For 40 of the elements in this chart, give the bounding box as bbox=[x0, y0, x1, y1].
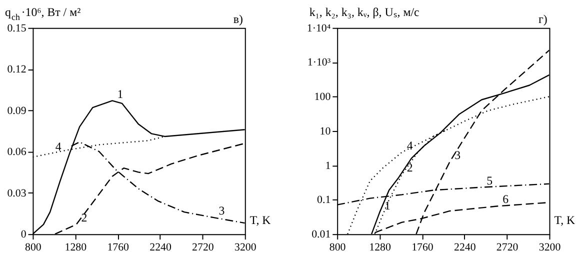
annotation: 2 bbox=[406, 160, 413, 175]
x-tick-label: 2240 bbox=[454, 241, 476, 254]
y-tick-label: 0.09 bbox=[7, 104, 26, 117]
annotation: 3 bbox=[454, 148, 461, 162]
x-tick-label: 1280 bbox=[369, 241, 392, 254]
y-tick-label: 1 bbox=[325, 160, 331, 172]
annotation: 3 bbox=[218, 204, 225, 218]
y-axis-title: k₁, k₂, k₃, kᵥ, β, Uₛ, м/с bbox=[309, 4, 420, 19]
y-tick-label: 0.01 bbox=[312, 228, 331, 241]
x-tick-label: 2240 bbox=[150, 241, 172, 254]
x-axis-title: T, K bbox=[554, 213, 576, 228]
text: г) bbox=[538, 12, 548, 26]
x-tick-label: 800 bbox=[329, 241, 346, 254]
x-tick-label: 3200 bbox=[234, 241, 257, 254]
annotation: 5 bbox=[486, 173, 493, 188]
y-tick-label: 1·10³ bbox=[307, 56, 332, 69]
y-tick-label: 0 bbox=[20, 228, 27, 241]
y-tick-label: 1·10⁴ bbox=[306, 22, 331, 34]
annotation: 1 bbox=[117, 86, 124, 101]
y-tick-label: 10 bbox=[320, 125, 332, 138]
x-tick-label: 1760 bbox=[412, 241, 434, 254]
y-tick-label: 0.03 bbox=[7, 187, 27, 200]
annotation: 6 bbox=[502, 192, 509, 206]
annotation: 4 bbox=[406, 138, 413, 152]
x-tick-label: 1280 bbox=[64, 241, 88, 254]
y-tick-label: 0.15 bbox=[7, 22, 27, 34]
text: в) bbox=[233, 12, 243, 26]
x-tick-label: 3200 bbox=[538, 241, 562, 254]
y-tick-label: 0.06 bbox=[7, 146, 27, 158]
annotation: 2 bbox=[81, 210, 88, 224]
x-tick-label: 2720 bbox=[496, 241, 519, 254]
x-axis-title: T, K bbox=[250, 213, 272, 228]
x-tick-label: 800 bbox=[25, 241, 42, 254]
annotation: 1 bbox=[384, 198, 390, 213]
x-tick-label: 2720 bbox=[192, 241, 214, 254]
y-tick-label: 0.1 bbox=[317, 194, 331, 206]
annotation: 4 bbox=[55, 140, 62, 154]
y-tick-label: 100 bbox=[314, 91, 332, 104]
x-tick-label: 1760 bbox=[107, 241, 130, 254]
y-tick-label: 0.12 bbox=[7, 64, 26, 76]
